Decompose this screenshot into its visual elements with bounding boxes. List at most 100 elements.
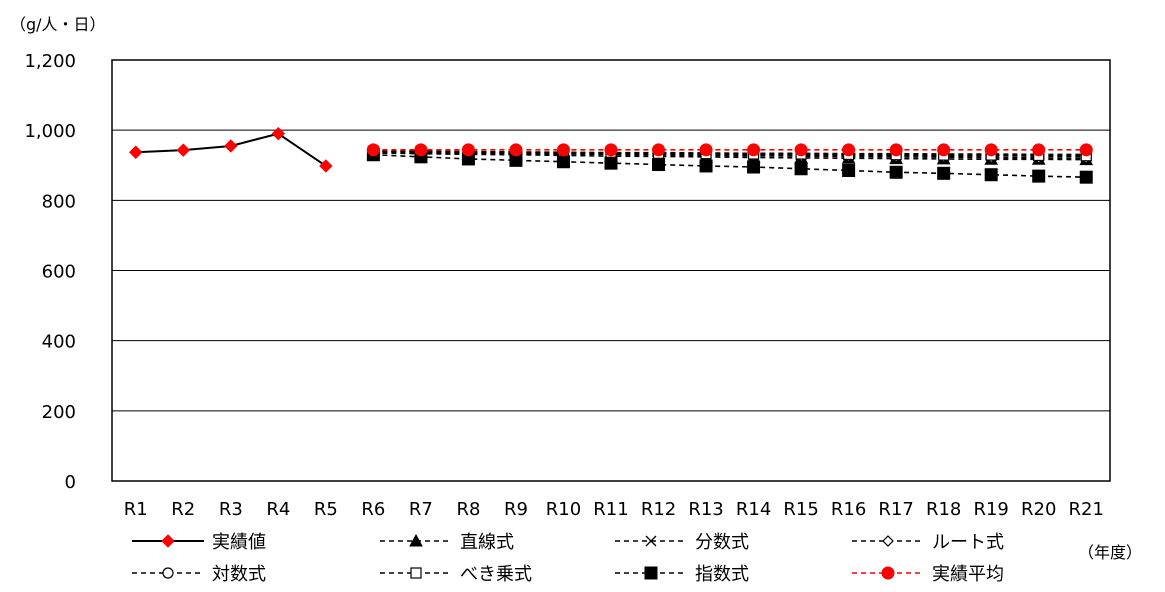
x-tick-label: R16 xyxy=(831,499,866,520)
series-7 xyxy=(366,143,1093,157)
x-tick-label: R19 xyxy=(973,499,1008,520)
x-tick-label: R11 xyxy=(593,499,628,520)
legend-marker xyxy=(644,566,658,580)
data-point xyxy=(937,143,951,157)
data-point xyxy=(176,143,190,157)
data-point xyxy=(984,168,998,182)
legend-marker xyxy=(162,567,174,579)
x-tick-label: R9 xyxy=(504,499,528,520)
y-tick-label: 400 xyxy=(42,332,76,353)
legend-label: 対数式 xyxy=(212,564,266,585)
x-tick-label: R3 xyxy=(219,499,243,520)
legend-label: べき乗式 xyxy=(460,564,532,585)
data-point xyxy=(319,159,333,173)
data-point xyxy=(794,143,808,157)
data-point xyxy=(461,143,475,157)
legend-item: 指数式 xyxy=(615,564,749,585)
data-point xyxy=(842,164,856,178)
legend-label: 実績平均 xyxy=(932,564,1004,585)
x-tick-label: R18 xyxy=(926,499,961,520)
data-point xyxy=(129,145,143,159)
legend-marker xyxy=(409,533,423,547)
x-tick-label: R13 xyxy=(688,499,723,520)
data-point xyxy=(224,139,238,153)
x-tick-label: R2 xyxy=(171,499,195,520)
legend-item: 実績平均 xyxy=(852,564,1004,585)
data-point xyxy=(509,143,523,157)
x-tick-label: R20 xyxy=(1021,499,1056,520)
data-point xyxy=(1032,143,1046,157)
data-point xyxy=(604,143,618,157)
x-tick-label: R7 xyxy=(409,499,433,520)
y-tick-label: 1,200 xyxy=(24,51,76,72)
legend-item: 直線式 xyxy=(380,532,514,553)
legend-marker xyxy=(410,567,422,579)
y-tick-label: 1,000 xyxy=(24,121,76,142)
x-tick-label: R14 xyxy=(736,499,771,520)
y-axis-unit-label: （g/人・日） xyxy=(10,15,106,34)
data-point xyxy=(794,162,808,176)
data-point xyxy=(652,158,666,172)
series-line xyxy=(373,153,1087,178)
y-tick-label: 200 xyxy=(42,402,76,423)
gridlines xyxy=(112,129,1110,412)
x-tick-label: R6 xyxy=(361,499,385,520)
x-tick-label: R4 xyxy=(266,499,290,520)
data-point xyxy=(984,143,998,157)
x-tick-label: R5 xyxy=(314,499,338,520)
legend-item: 分数式 xyxy=(615,532,749,553)
x-axis-ticks: R1 R2 R3 R4 R5 R6 R7 R8 R9 R10 R11 R12 R13 R14 R15 R16 R… xyxy=(124,499,1104,520)
legend-item: 対数式 xyxy=(132,564,266,585)
x-tick-label: R15 xyxy=(783,499,818,520)
data-point xyxy=(604,156,618,170)
x-tick-label: R10 xyxy=(546,499,581,520)
y-tick-label: 600 xyxy=(42,262,76,283)
legend-marker xyxy=(645,535,657,547)
legend-label: 実績値 xyxy=(212,532,266,553)
legend-marker xyxy=(161,534,175,548)
plot-area-frame xyxy=(111,59,1111,482)
legend-marker xyxy=(882,535,894,547)
data-point xyxy=(1032,169,1046,183)
data-point xyxy=(699,159,713,173)
legend-label: 直線式 xyxy=(460,532,514,553)
data-point xyxy=(937,166,951,180)
x-tick-label: R17 xyxy=(878,499,913,520)
data-point xyxy=(366,143,380,157)
series-line xyxy=(373,152,1087,161)
data-point xyxy=(414,143,428,157)
legend-item: 実績値 xyxy=(132,532,266,553)
series-line xyxy=(373,150,1087,156)
data-point xyxy=(747,160,761,174)
data-point xyxy=(556,143,570,157)
x-tick-label: R21 xyxy=(1069,499,1104,520)
series-line xyxy=(373,150,1087,157)
legend-item: ルート式 xyxy=(852,532,1004,553)
legend-label: 分数式 xyxy=(695,532,749,553)
x-tick-label: R12 xyxy=(641,499,676,520)
data-point xyxy=(842,143,856,157)
data-point xyxy=(271,126,286,141)
legend-label: ルート式 xyxy=(932,532,1004,553)
data-point xyxy=(652,143,666,157)
data-point xyxy=(889,143,903,157)
x-tick-label: R1 xyxy=(124,499,148,520)
data-point xyxy=(889,165,903,179)
legend-marker xyxy=(881,566,895,580)
data-point xyxy=(556,155,570,169)
series-line xyxy=(373,151,1087,160)
legend-item: べき乗式 xyxy=(380,564,532,585)
data-point xyxy=(699,143,713,157)
x-tick-label: R8 xyxy=(456,499,480,520)
legend-label: 指数式 xyxy=(695,564,749,585)
x-axis-unit-label: （年度） xyxy=(1078,543,1142,562)
y-tick-label: 0 xyxy=(65,472,76,493)
data-point xyxy=(1079,170,1093,184)
data-point xyxy=(1079,143,1093,157)
series-group xyxy=(129,126,1094,184)
series-0 xyxy=(129,126,333,173)
y-axis-ticks: 0 200 400 600 800 1,000 1,200 xyxy=(24,51,76,493)
y-tick-label: 800 xyxy=(42,191,76,212)
